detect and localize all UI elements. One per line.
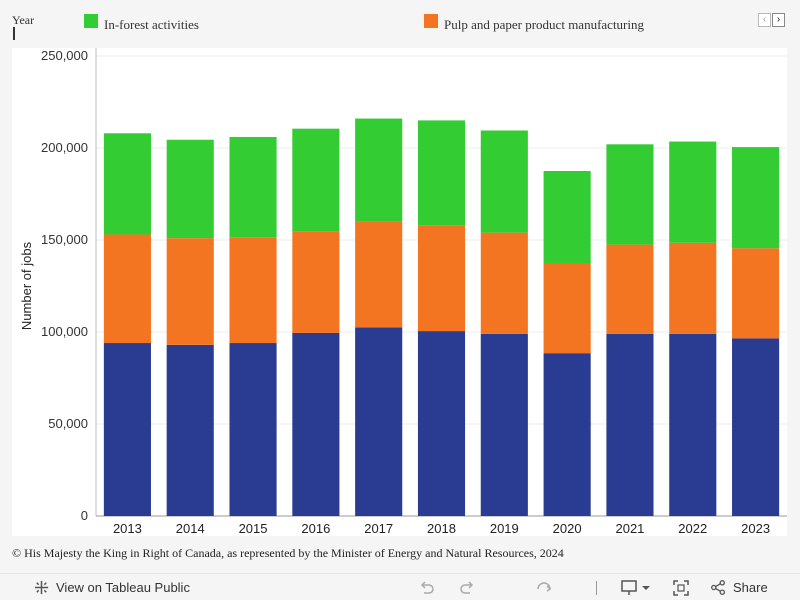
x-tick-label: 2015 <box>239 521 268 536</box>
bar-segment <box>543 353 591 516</box>
x-tick-label: 2018 <box>427 521 456 536</box>
bar-segment <box>292 231 340 333</box>
bar-segment <box>103 343 151 516</box>
bar-segment <box>480 232 528 334</box>
bar-segment <box>417 120 466 226</box>
bar-segment <box>606 144 654 245</box>
bar-segment <box>166 238 214 345</box>
x-tick-label: 2016 <box>301 521 330 536</box>
legend-swatch-in-forest <box>84 14 98 28</box>
chevron-right-icon[interactable]: › <box>772 13 785 27</box>
year-filter-cursor[interactable] <box>13 27 15 40</box>
stacked-bar-chart: 0 50,000 100,000 150,000 200,000 250,000 Numbe… <box>19 48 787 536</box>
y-tick-label: 150,000 <box>41 232 88 247</box>
bar-segment <box>229 343 277 516</box>
revert-icon[interactable] <box>535 579 553 597</box>
bar-segment <box>480 130 528 233</box>
x-tick-label: 2022 <box>678 521 707 536</box>
x-tick-label: 2014 <box>176 521 205 536</box>
bar-segment <box>543 263 591 354</box>
bar-segment <box>606 244 654 334</box>
x-tick-label: 2021 <box>615 521 644 536</box>
chart-panel: 0 50,000 100,000 150,000 200,000 250,000 Numbe… <box>12 48 787 536</box>
bar-segment <box>417 225 466 332</box>
share-icon <box>711 580 726 595</box>
fullscreen-icon[interactable] <box>672 579 690 597</box>
bar-segment <box>355 118 403 222</box>
x-tick-label: 2023 <box>741 521 770 536</box>
x-tick-label: 2020 <box>553 521 582 536</box>
bar-segment <box>229 237 277 344</box>
view-on-tableau-label: View on Tableau Public <box>56 580 190 595</box>
y-axis-title: Number of jobs <box>19 241 34 330</box>
bar-segment <box>103 234 151 344</box>
chevron-left-icon[interactable]: ‹ <box>758 13 771 27</box>
x-tick-label: 2017 <box>364 521 393 536</box>
bar-segment <box>292 332 340 516</box>
copyright-notice: © His Majesty the King in Right of Canad… <box>12 546 564 560</box>
toolbar-separator <box>596 581 597 595</box>
bar-segment <box>355 221 403 328</box>
share-button[interactable]: Share <box>710 579 768 596</box>
y-tick-label: 100,000 <box>41 324 88 339</box>
x-tick-label: 2013 <box>113 521 142 536</box>
legend-item-in-forest[interactable]: In-forest activities <box>84 14 199 32</box>
bar-segment <box>103 133 151 235</box>
bar-segment <box>543 171 591 263</box>
bar-segment <box>480 333 528 516</box>
y-tick-label: 250,000 <box>41 48 88 63</box>
legend-pager: ‹ › <box>758 13 785 27</box>
x-tick-label: 2019 <box>490 521 519 536</box>
bar-segment <box>166 344 214 516</box>
download-icon[interactable] <box>620 579 652 597</box>
bar-segment <box>166 139 214 239</box>
bar-segment <box>669 242 717 334</box>
tableau-icon <box>34 580 49 595</box>
legend-label-pulp-paper: Pulp and paper product manufacturing <box>444 17 644 32</box>
legend-swatch-pulp-paper <box>424 14 438 28</box>
legend-item-pulp-paper[interactable]: Pulp and paper product manufacturing <box>424 14 644 32</box>
undo-icon[interactable] <box>418 579 436 597</box>
bar-segment <box>417 331 466 516</box>
redo-icon[interactable] <box>458 579 476 597</box>
bar-segment <box>669 141 717 243</box>
bar-segment <box>292 128 340 232</box>
y-tick-label: 0 <box>81 508 88 523</box>
bar-segment <box>606 333 654 516</box>
y-tick-label: 200,000 <box>41 140 88 155</box>
bar-segment <box>355 327 403 516</box>
bar-segment <box>732 147 780 249</box>
legend-label-in-forest: In-forest activities <box>104 17 199 32</box>
view-on-tableau-button[interactable]: View on Tableau Public <box>33 579 190 596</box>
share-label: Share <box>733 580 768 595</box>
tableau-toolbar: View on Tableau Public Share <box>0 573 800 600</box>
bar-segment <box>669 333 717 516</box>
bar-segment <box>732 338 780 516</box>
year-filter-label: Year <box>12 13 35 27</box>
bar-segment <box>229 136 277 238</box>
bar-segment <box>732 248 780 339</box>
y-tick-label: 50,000 <box>48 416 88 431</box>
